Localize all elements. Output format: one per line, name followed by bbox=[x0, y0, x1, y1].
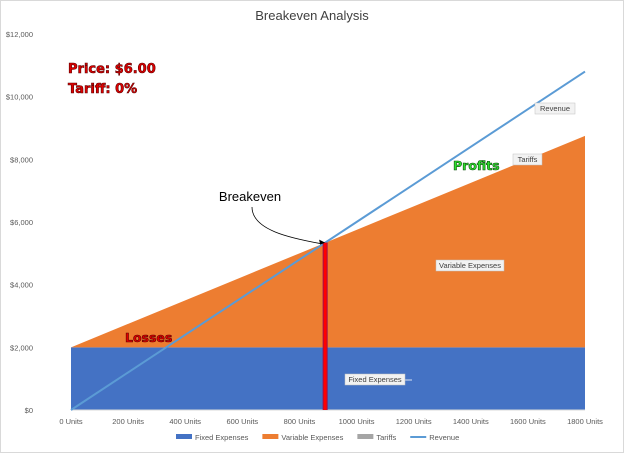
revenue-callout-leader bbox=[554, 96, 561, 104]
profits-label: Profits bbox=[453, 158, 500, 173]
chart-title: Breakeven Analysis bbox=[255, 8, 369, 23]
variable-callout-box bbox=[435, 259, 505, 272]
area-layer bbox=[71, 135, 585, 410]
revenue-callout-label: Revenue bbox=[540, 104, 570, 113]
revenue-layer bbox=[70, 70, 586, 411]
tariffs-callout-label: Tariffs bbox=[518, 155, 538, 164]
x-tick-label: 600 Units bbox=[226, 417, 258, 426]
tariff-annotation: Tariff: 0% bbox=[68, 82, 137, 97]
variable-callout-label: Variable Expenses bbox=[439, 261, 501, 270]
legend-swatch-fixed-expenses bbox=[176, 434, 192, 439]
losses-label: Losses bbox=[125, 330, 172, 345]
y-tick-label: $12,000 bbox=[6, 30, 33, 39]
legend-swatch-tariffs bbox=[357, 434, 374, 439]
area-variable-expenses bbox=[71, 135, 585, 348]
breakeven-layer: Breakeven bbox=[219, 189, 328, 410]
y-tick-label: $4,000 bbox=[10, 281, 33, 290]
x-tick-label: 0 Units bbox=[59, 417, 83, 426]
revenue-callout-box bbox=[534, 102, 576, 115]
y-tick-label: $2,000 bbox=[10, 343, 33, 352]
y-tick-label: $10,000 bbox=[6, 93, 33, 102]
x-tick-label: 1400 Units bbox=[453, 417, 489, 426]
legend: Fixed Expenses Variable Expenses Tariffs Re… bbox=[176, 433, 459, 442]
x-tick-label: 1800 Units bbox=[567, 417, 603, 426]
y-axis: $0 $2,000 $4,000 $6,000 $8,000 $10,000 $12,000 bbox=[6, 30, 33, 415]
tariffs-callout-box bbox=[512, 153, 543, 166]
breakeven-label: Breakeven bbox=[219, 189, 281, 204]
fixed-callout-box bbox=[344, 373, 406, 386]
x-axis: 0 Units 200 Units 400 Units 600 Units 800 Un… bbox=[59, 409, 603, 426]
series-line-revenue bbox=[70, 70, 586, 411]
breakeven-arrow bbox=[251, 206, 322, 245]
legend-label-variable-expenses: Variable Expenses bbox=[281, 433, 343, 442]
x-tick-label: 800 Units bbox=[284, 417, 316, 426]
x-tick-label: 200 Units bbox=[112, 417, 144, 426]
legend-label-fixed-expenses: Fixed Expenses bbox=[195, 433, 249, 442]
legend-swatch-variable-expenses bbox=[262, 434, 279, 439]
y-tick-label: $6,000 bbox=[10, 218, 33, 227]
legend-label-tariffs: Tariffs bbox=[376, 433, 396, 442]
x-tick-label: 1200 Units bbox=[396, 417, 432, 426]
breakeven-arrowhead bbox=[319, 239, 326, 245]
x-tick-label: 400 Units bbox=[169, 417, 201, 426]
x-tick-label: 1600 Units bbox=[510, 417, 546, 426]
area-fixed-expenses bbox=[71, 347, 585, 410]
y-tick-label: $0 bbox=[25, 406, 33, 415]
price-annotation: Price: $6.00 bbox=[68, 62, 156, 77]
x-tick-label: 1000 Units bbox=[339, 417, 375, 426]
y-tick-label: $8,000 bbox=[10, 155, 33, 164]
fixed-callout-label: Fixed Expenses bbox=[348, 375, 402, 384]
callouts-layer: Revenue Tariffs Variable Expenses Fixed Exp… bbox=[344, 96, 576, 386]
legend-label-revenue: Revenue bbox=[429, 433, 459, 442]
